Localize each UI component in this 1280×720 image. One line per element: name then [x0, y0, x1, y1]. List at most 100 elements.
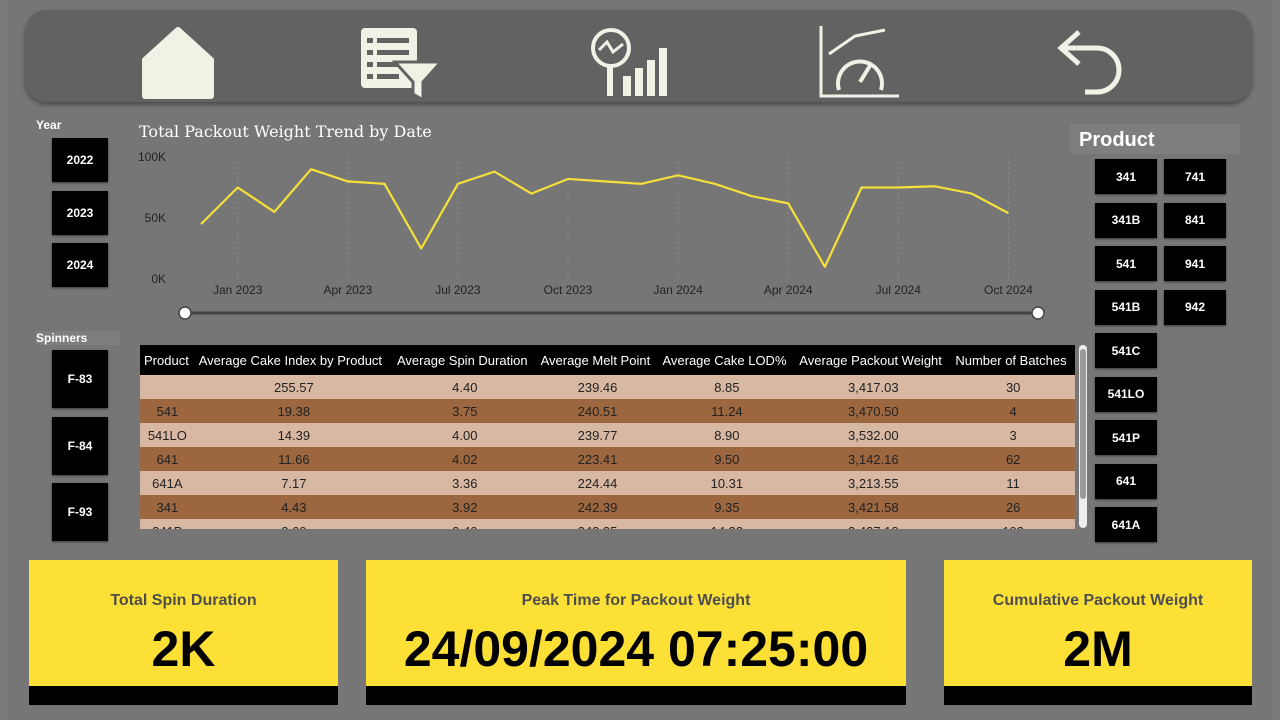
slicer-button[interactable]: 341B	[1095, 202, 1157, 238]
table-cell: 11.24	[658, 399, 796, 423]
table-cell: 4.43	[194, 495, 393, 519]
nav-bar	[25, 10, 1252, 102]
table-cell: 224.44	[536, 471, 659, 495]
x-tick-label: Apr 2024	[764, 283, 813, 297]
table-cell: 8.90	[658, 423, 796, 447]
slicer-button[interactable]: F-84	[52, 416, 108, 475]
table-cell: 26	[951, 495, 1075, 519]
slicer-button[interactable]: 641A	[1095, 507, 1157, 542]
table-row: 541 19.38 3.75 240.51 11.24 3,470.50 4	[140, 399, 1075, 423]
slicer-button[interactable]: 541B	[1095, 289, 1157, 325]
slicer-button[interactable]: 2023	[52, 190, 108, 235]
column-header[interactable]: Average Cake LOD%	[658, 345, 796, 375]
home-button[interactable]	[133, 24, 223, 100]
y-tick-label: 50K	[145, 211, 166, 225]
table-row: 255.57 4.40 239.46 8.85 3,417.03 30	[140, 375, 1075, 399]
column-header[interactable]: Average Packout Weight	[795, 345, 952, 375]
slicer-button[interactable]: 841	[1164, 202, 1226, 238]
table-cell: 3.36	[392, 471, 537, 495]
column-header[interactable]: Average Cake Index by Product	[194, 345, 393, 375]
slicer-title: Spinners	[36, 331, 120, 345]
table-cell: 4.40	[392, 375, 537, 399]
table-cell: 641A	[140, 471, 195, 495]
kpi-value: 2K	[151, 621, 216, 677]
table-cell: 62	[951, 447, 1075, 471]
data-line	[200, 168, 1009, 268]
table-cell: 3,437.18	[795, 519, 952, 529]
slicer-button[interactable]: 541LO	[1095, 376, 1157, 412]
x-tick-label: Jan 2024	[653, 283, 703, 297]
table-cell: 4.00	[392, 423, 537, 447]
slicer-button[interactable]: 541P	[1095, 420, 1157, 455]
kpi-card: Cumulative Packout Weight 2M	[944, 560, 1252, 705]
column-header[interactable]: Product	[140, 345, 195, 375]
table-cell: 3,213.55	[795, 471, 952, 495]
analysis-button[interactable]	[585, 24, 675, 100]
column-header[interactable]: Average Melt Point	[536, 345, 659, 375]
slider-handle	[1031, 306, 1045, 320]
x-tick-label: Jul 2023	[435, 283, 481, 297]
table-cell: 541	[140, 399, 195, 423]
table-cell: 9.50	[658, 447, 796, 471]
gauge-button[interactable]	[815, 24, 905, 100]
scrollbar[interactable]	[1079, 345, 1087, 528]
kpi-title: Total Spin Duration	[110, 592, 257, 609]
x-tick-label: Apr 2023	[323, 283, 372, 297]
slicer-button[interactable]: 741	[1164, 159, 1226, 194]
table-cell: 240.51	[536, 399, 659, 423]
kpi-band	[366, 686, 906, 705]
slicer-button[interactable]: 341	[1095, 159, 1157, 194]
table-cell: 10.31	[658, 471, 796, 495]
kpi-card: Total Spin Duration 2K	[29, 560, 338, 705]
table-cell: 641	[140, 447, 195, 471]
table-cell: 255.57	[194, 375, 393, 399]
table-cell: 243.35	[536, 519, 659, 529]
slicer-button[interactable]: F-83	[52, 350, 108, 408]
slicer-button[interactable]: 2024	[52, 243, 108, 287]
table-cell: 30	[951, 375, 1075, 399]
slicer-button[interactable]: 541C	[1095, 333, 1157, 368]
filter-button[interactable]	[355, 24, 445, 100]
table-row: 541LO 14.39 4.00 239.77 8.90 3,532.00 3	[140, 423, 1075, 447]
table-cell: 3,417.03	[795, 375, 952, 399]
table-cell: 3.40	[392, 519, 537, 529]
table-cell: 11	[951, 471, 1075, 495]
table-cell: 4	[951, 399, 1075, 423]
kpi-title: Cumulative Packout Weight	[992, 592, 1204, 609]
table-cell: 8.85	[658, 375, 796, 399]
table-cell: 3	[951, 423, 1075, 447]
x-tick-label: Jul 2024	[876, 283, 922, 297]
table-row: 641 11.66 4.02 223.41 9.50 3,142.16 62	[140, 447, 1075, 471]
kpi-band	[944, 686, 1252, 705]
slicer-button[interactable]: 942	[1164, 289, 1226, 325]
slicer-title: Product	[1070, 124, 1240, 154]
table-cell: 3.92	[392, 495, 537, 519]
column-header[interactable]: Number of Batches	[951, 345, 1075, 375]
line-chart: Total Packout Weight Trend by Date Jan 2…	[138, 122, 1045, 320]
table-cell: 239.46	[536, 375, 659, 399]
table-cell: 14.33	[658, 519, 796, 529]
chart-title: Total Packout Weight Trend by Date	[139, 122, 432, 141]
table-cell: 341B	[140, 519, 195, 529]
kpi-title: Peak Time for Packout Weight	[521, 592, 751, 609]
slicer-button[interactable]: 2022	[52, 138, 108, 182]
table-cell: 242.39	[536, 495, 659, 519]
table-cell	[140, 375, 195, 399]
slicer-button[interactable]: 541	[1095, 246, 1157, 281]
table-cell: 341	[140, 495, 195, 519]
column-header[interactable]: Average Spin Duration	[392, 345, 537, 375]
kpi-band	[29, 686, 338, 705]
kpi-card: Peak Time for Packout Weight 24/09/2024 0…	[366, 560, 906, 705]
x-tick-label: Oct 2024	[984, 283, 1033, 297]
table-cell: 4.02	[392, 447, 537, 471]
slicer-button[interactable]: 941	[1164, 246, 1226, 281]
slicer-button[interactable]: 641	[1095, 463, 1157, 499]
slider-handle	[178, 306, 192, 320]
slicer-title: Year	[36, 118, 62, 132]
table-cell: 3,532.00	[795, 423, 952, 447]
back-button[interactable]	[1045, 24, 1135, 100]
table-cell: 3.60	[194, 519, 393, 529]
table-cell: 19.38	[194, 399, 393, 423]
table-cell: 223.41	[536, 447, 659, 471]
slicer-button[interactable]: F-93	[52, 483, 108, 541]
